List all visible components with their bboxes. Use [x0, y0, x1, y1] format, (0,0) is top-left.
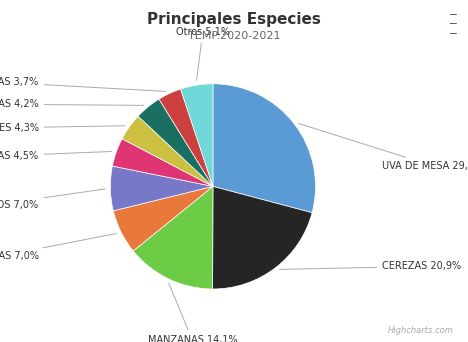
Text: TEMP.2020-2021: TEMP.2020-2021: [188, 31, 280, 41]
Wedge shape: [133, 186, 213, 289]
Wedge shape: [110, 166, 213, 211]
Wedge shape: [122, 116, 213, 186]
Text: UVA DE MESA 29,1%: UVA DE MESA 29,1%: [299, 123, 468, 171]
Wedge shape: [112, 139, 213, 186]
Text: Otros 5,1%: Otros 5,1%: [176, 27, 230, 80]
Wedge shape: [181, 84, 213, 186]
Text: MANZANAS 14,1%: MANZANAS 14,1%: [147, 283, 237, 342]
Text: PERAS 4,5%: PERAS 4,5%: [0, 150, 111, 161]
Text: CEREZAS 20,9%: CEREZAS 20,9%: [279, 261, 461, 272]
Text: ─: ─: [450, 28, 456, 38]
Text: Highcharts.com: Highcharts.com: [388, 326, 454, 335]
Text: Principales Especies: Principales Especies: [147, 12, 321, 27]
Text: ─: ─: [450, 18, 456, 28]
Text: MANDARINAS 3,7%: MANDARINAS 3,7%: [0, 77, 166, 91]
Wedge shape: [159, 89, 213, 186]
Wedge shape: [113, 186, 213, 251]
Text: CIRUELAS 7,0%: CIRUELAS 7,0%: [0, 234, 117, 261]
Text: ─: ─: [450, 9, 456, 19]
Text: ARANDANOS 7,0%: ARANDANOS 7,0%: [0, 189, 106, 210]
Wedge shape: [212, 186, 312, 289]
Text: NECTARINES 4,3%: NECTARINES 4,3%: [0, 123, 125, 133]
Wedge shape: [138, 99, 213, 186]
Text: PALTAS 4,2%: PALTAS 4,2%: [0, 99, 144, 109]
Wedge shape: [213, 84, 315, 213]
